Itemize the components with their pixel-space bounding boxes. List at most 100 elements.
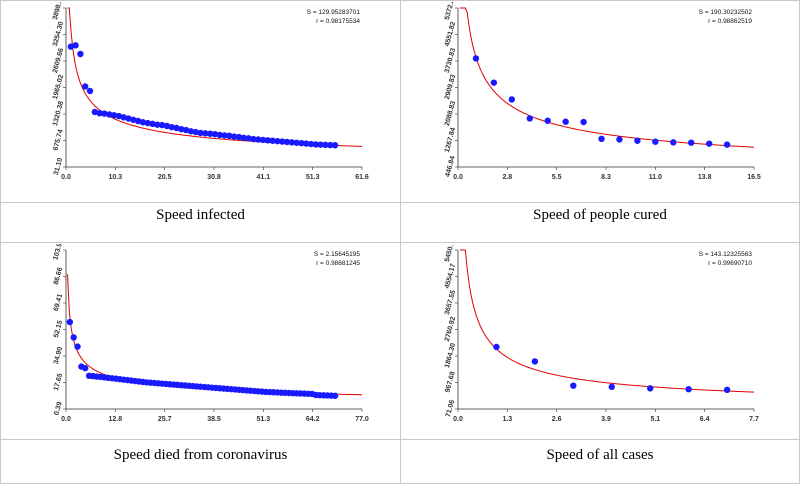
speed-infected-data-point	[173, 124, 180, 132]
speed-infected-data-point	[255, 136, 262, 143]
speed-all-data-point	[647, 385, 654, 392]
speed-infected-data-point	[216, 131, 223, 139]
speed-all-data-point	[685, 386, 692, 393]
speed-cured-data-point	[598, 135, 605, 143]
speed-cured-y-tick-label: 2088.83	[444, 100, 457, 126]
speed-all-y-tick-label: 1864.30	[444, 342, 457, 368]
speed-cured-x-tick-label: 2.8	[502, 174, 512, 181]
speed-all-data-point	[608, 383, 615, 391]
caption-cell-speed-cured	[400, 202, 800, 243]
speed-infected-data-point	[322, 141, 329, 149]
chart-speed-all: 0.0 1.3 2.6 3.9 5.1 6.4 7.7 71.06 967.68 1864.302…	[444, 244, 759, 423]
speed-died-x-tick-label: 0.0	[61, 416, 71, 423]
speed-all-data-point	[570, 382, 577, 389]
chart-speed-cured: 0.0 2.8 5.5 8.3 11.0 13.8 16.5446.841267.84208…	[444, 2, 761, 181]
speed-died-stat-r: r = 0.98681245	[316, 260, 360, 267]
speed-infected-data-point	[259, 136, 267, 144]
speed-infected-data-point	[130, 116, 137, 123]
speed-infected-data-point	[182, 126, 190, 134]
speed-died-x-tick-label: 77.0	[355, 416, 369, 423]
speed-infected-data-point	[250, 135, 257, 143]
speed-infected-data-point	[307, 140, 315, 148]
caption-cell-speed-all	[400, 439, 800, 484]
caption-speed-cured: Speed of people cured	[533, 207, 667, 223]
speed-infected-data-point	[230, 133, 238, 140]
speed-infected-stat-s: S = 129.95283701	[307, 9, 361, 16]
speed-infected-data-point	[317, 141, 324, 148]
chart-speed-died: 0.0 12.8 25.7 38.5 51.3 64.2 77.0 0.39 17.65 34.9…	[52, 244, 369, 423]
speed-infected-data-point	[178, 126, 185, 133]
speed-cured-data-point	[526, 115, 533, 122]
speed-all-fit-curve	[459, 249, 755, 393]
speed-infected-data-point	[91, 108, 99, 116]
speed-infected-data-point	[134, 117, 142, 125]
speed-cured-data-point	[652, 138, 659, 145]
speed-infected-data-point	[139, 119, 147, 126]
speed-cured-data-point	[490, 79, 498, 86]
caption-speed-all: Speed of all cases	[546, 447, 654, 463]
speed-all-data-point	[493, 343, 500, 351]
speed-infected-data-point	[144, 119, 151, 127]
speed-infected-data-point	[206, 130, 214, 137]
speed-infected-data-point	[226, 132, 233, 139]
speed-cured-data-point	[472, 55, 480, 62]
speed-died-y-tick-label: 103.92	[52, 244, 64, 261]
speed-infected-data-point	[86, 87, 94, 95]
speed-infected-data-point	[96, 109, 103, 117]
speed-infected-data-point	[110, 112, 118, 119]
speed-all-y-tick-label: 2760.92	[444, 316, 457, 342]
speed-all-y-tick-label: 4554.17	[444, 263, 457, 289]
speed-infected-data-point	[158, 121, 166, 129]
speed-infected-x-tick-label: 30.8	[207, 174, 221, 181]
speed-cured-y-tick-label: 5372.82	[444, 2, 457, 21]
speed-cured-y-tick-label: 3730.83	[444, 47, 457, 73]
speed-cured-x-tick-label: 5.5	[552, 174, 562, 181]
speed-all-data-point	[531, 358, 539, 365]
speed-died-y-tick-label: 86.66	[53, 267, 64, 286]
speed-cured-x-tick-label: 0.0	[453, 174, 463, 181]
speed-cured-y-tick-label: 2909.83	[444, 74, 457, 100]
speed-infected-y-tick-label: 1320.38	[52, 100, 65, 126]
speed-infected-data-point	[197, 129, 204, 137]
speed-cured-x-tick-label: 16.5	[747, 174, 761, 181]
speed-died-data-point	[74, 343, 81, 350]
speed-all-x-tick-label: 3.9	[601, 416, 611, 423]
speed-infected-data-point	[149, 120, 156, 128]
speed-infected-data-point	[264, 137, 272, 144]
speed-cured-y-tick-label: 4551.82	[444, 21, 457, 47]
speed-all-y-tick-label: 71.06	[445, 399, 456, 418]
chart-panel-speed-cured	[400, 0, 800, 203]
speed-infected-data-point	[331, 142, 339, 149]
speed-cured-fit-curve	[459, 7, 755, 148]
speed-cured-stat-s: S = 190.30232502	[699, 9, 753, 16]
speed-cured-data-point	[634, 137, 641, 144]
speed-infected-data-point	[298, 140, 305, 147]
speed-died-data-point	[66, 318, 74, 326]
chart-panel-speed-died	[0, 242, 401, 440]
speed-all-x-tick-label: 2.6	[552, 416, 562, 423]
speed-infected-data-point	[288, 139, 296, 146]
speed-cured-data-point	[580, 118, 587, 126]
speed-infected-data-point	[293, 139, 300, 146]
speed-infected-y-tick-label: 675.74	[52, 129, 64, 152]
speed-infected-data-point	[101, 110, 108, 117]
speed-infected-data-point	[82, 83, 89, 90]
speed-infected-x-tick-label: 0.0	[61, 174, 71, 181]
speed-infected-data-point	[67, 43, 75, 50]
speed-infected-x-tick-label: 51.3	[306, 174, 320, 181]
speed-cured-data-point	[616, 136, 623, 143]
speed-died-x-tick-label: 25.7	[158, 416, 172, 423]
speed-infected-x-tick-label: 41.1	[257, 174, 271, 181]
speed-infected-data-point	[72, 42, 79, 49]
speed-infected-data-point	[279, 138, 286, 145]
speed-cured-y-tick-label: 1267.84	[444, 127, 457, 153]
speed-infected-data-point	[115, 112, 123, 120]
speed-cured-data-point	[705, 140, 713, 147]
speed-died-data-point	[82, 364, 89, 372]
speed-died-y-tick-label: 17.65	[53, 373, 64, 392]
speed-all-stat-r: r = 0.99690710	[708, 260, 752, 267]
speed-all-data-point	[723, 386, 731, 394]
speed-died-data-point	[331, 392, 339, 399]
speed-infected-y-tick-label: 3898.94	[52, 2, 65, 21]
